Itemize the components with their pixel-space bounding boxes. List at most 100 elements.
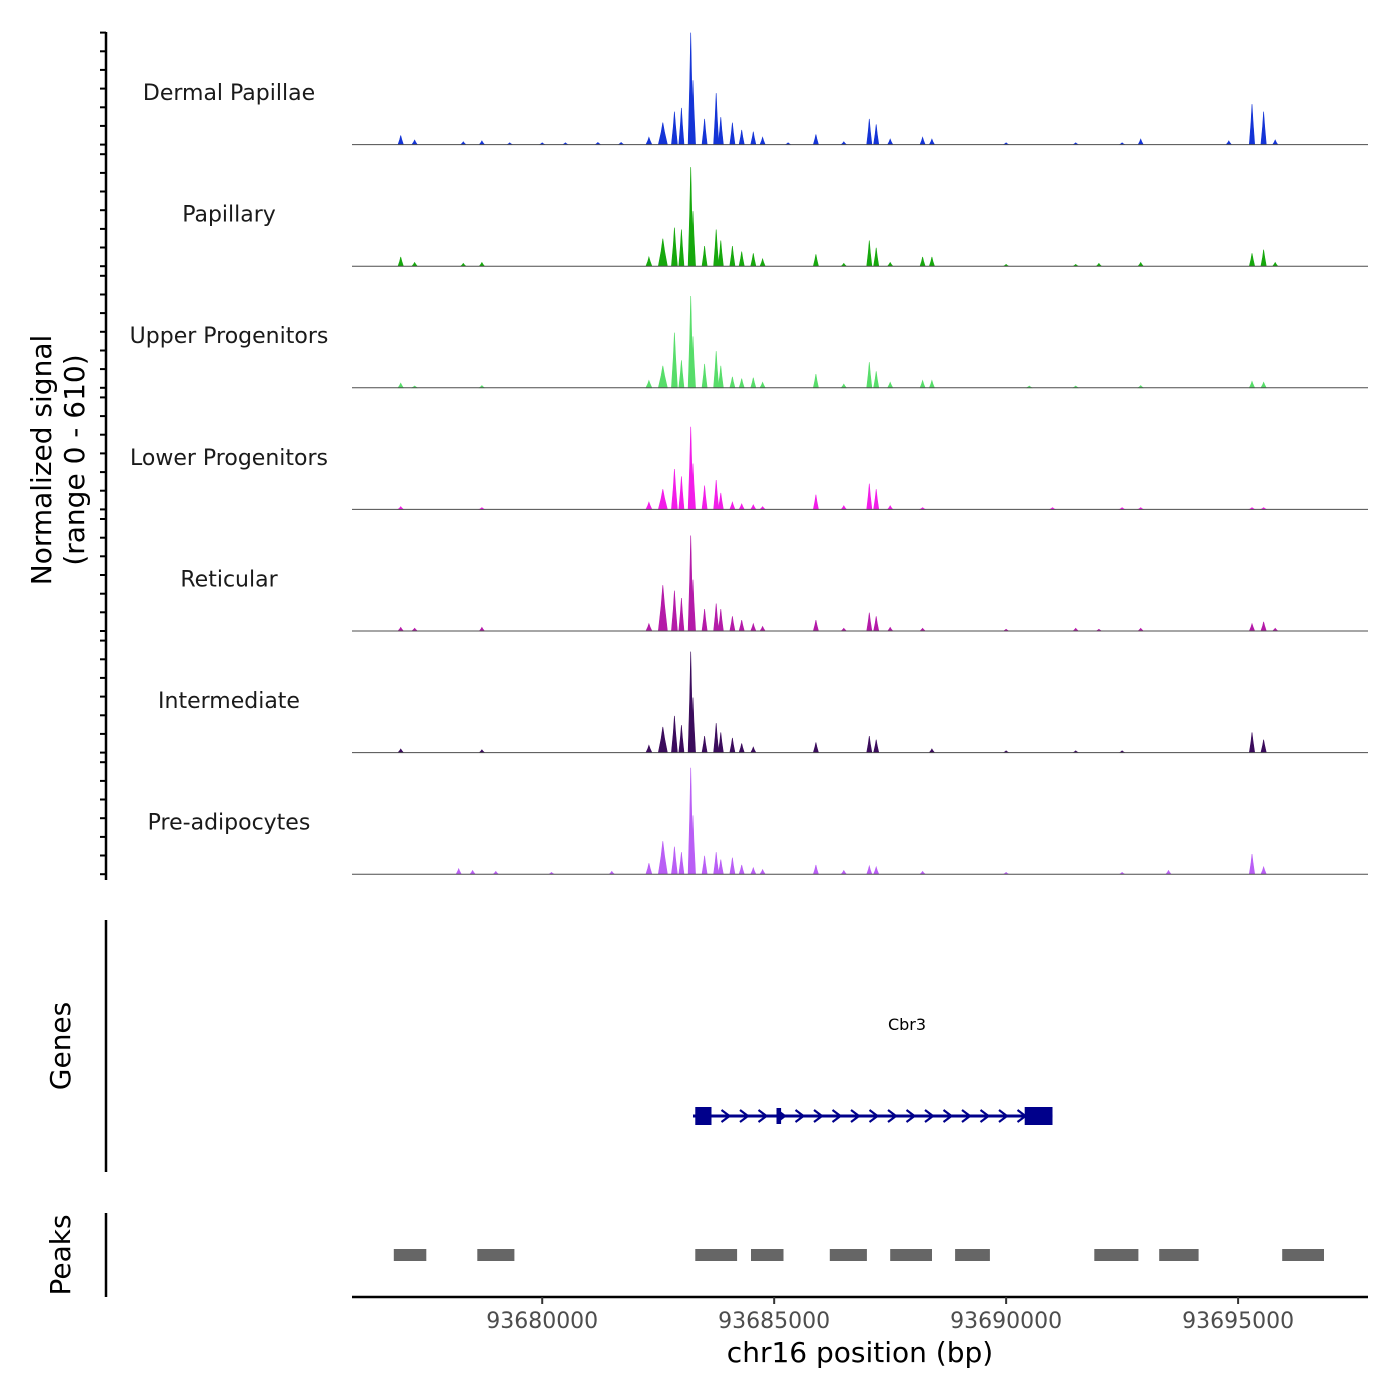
- coverage-tracks: Dermal Papillae Papillary Upper Progenitor…: [130, 32, 1368, 875]
- signal-peak: [678, 725, 685, 753]
- signal-peak: [738, 378, 745, 389]
- signal-peak: [717, 240, 724, 267]
- signal-peak: [397, 626, 405, 632]
- signal-peak: [1271, 261, 1279, 267]
- signal-peak: [866, 736, 873, 753]
- signal-peak: [1248, 853, 1256, 875]
- signal-peak: [701, 245, 708, 267]
- x-axis-title: chr16 position (bp): [727, 1336, 993, 1369]
- strand-arrow: [942, 1109, 954, 1123]
- peak-region: [890, 1249, 932, 1261]
- strand-arrow: [739, 1109, 750, 1123]
- signal-peak: [866, 362, 873, 389]
- track-label: Lower Progenitors: [130, 446, 328, 471]
- signal-peak: [840, 383, 848, 389]
- track-label: Pre-adipocytes: [148, 811, 311, 836]
- signal-peak: [812, 619, 819, 632]
- signal-peak: [1225, 140, 1233, 145]
- strand-arrow: [831, 1109, 843, 1123]
- signal-peak: [1260, 249, 1267, 267]
- signal-peak: [750, 131, 757, 145]
- signal-peak: [701, 118, 708, 145]
- signal-peak: [671, 227, 678, 267]
- signal-peak: [717, 859, 724, 875]
- signal-peak: [678, 107, 685, 145]
- y-axis-title-line2: (range 0 - 610): [58, 354, 91, 565]
- signal-peak: [657, 841, 668, 875]
- signal-peak: [866, 864, 873, 875]
- signal-peak: [812, 254, 819, 267]
- strand-arrow: [850, 1109, 861, 1123]
- peaks-track: Peaks: [44, 1213, 1324, 1297]
- signal-peak: [1260, 865, 1267, 875]
- signal-peak: [750, 504, 757, 510]
- signal-peak: [657, 585, 668, 632]
- signal-peak: [713, 852, 720, 875]
- signal-peak: [397, 256, 404, 267]
- strand-arrow: [757, 1109, 769, 1123]
- genes-track: Genes Cbr3: [44, 920, 1053, 1172]
- strand-arrow: [720, 1109, 732, 1123]
- signal-peak: [671, 332, 678, 389]
- signal-peak: [873, 371, 880, 389]
- peak-region: [829, 1249, 867, 1261]
- signal-peak: [729, 376, 736, 389]
- signal-peak: [1165, 869, 1172, 875]
- y-axis-title-line1: Normalized signal: [25, 335, 58, 586]
- signal-peak: [1272, 139, 1279, 145]
- signal-peak: [1260, 621, 1267, 632]
- signal-peak: [928, 256, 935, 267]
- signal-peak: [750, 746, 757, 753]
- signal-peak: [886, 261, 894, 267]
- signal-peak: [750, 253, 757, 267]
- strand-arrow: [887, 1109, 898, 1123]
- signal-peak: [469, 869, 476, 875]
- signal-peak: [478, 261, 486, 267]
- signal-peak: [671, 468, 678, 510]
- signal-peak: [397, 748, 405, 753]
- peak-region: [393, 1249, 427, 1261]
- signal-peak: [717, 732, 724, 753]
- peaks-track-label: Peaks: [44, 1214, 77, 1295]
- signal-peak: [873, 489, 880, 510]
- signal-peak: [928, 748, 936, 753]
- peak-region: [955, 1249, 990, 1261]
- strand-arrow: [813, 1109, 824, 1123]
- peak-region: [1159, 1249, 1199, 1261]
- genes-track-label: Genes: [44, 1002, 77, 1090]
- track-3: Lower Progenitors: [130, 426, 1368, 510]
- signal-peak: [701, 363, 708, 389]
- signal-peak: [713, 93, 720, 145]
- signal-peak: [645, 863, 653, 875]
- signal-peak: [678, 597, 685, 632]
- signal-peak: [717, 117, 724, 145]
- signal-peak: [928, 379, 935, 389]
- signal-peak: [678, 360, 685, 389]
- signal-peak: [645, 501, 653, 510]
- signal-peak: [645, 255, 653, 267]
- signal-peak: [873, 247, 880, 267]
- track-label: Papillary: [182, 203, 276, 228]
- signal-peak: [873, 616, 880, 632]
- signal-peak: [455, 867, 462, 875]
- peak-region: [1282, 1249, 1324, 1261]
- signal-peak: [1248, 622, 1256, 632]
- gene-exon: [695, 1107, 712, 1125]
- strand-arrow: [924, 1109, 935, 1123]
- signal-peak: [729, 737, 736, 753]
- x-axis: 93680000 93685000 93690000 93695000 chr16 p…: [352, 1295, 1368, 1369]
- gene-model: [692, 1107, 1053, 1125]
- signal-peak: [759, 381, 766, 389]
- signal-peak: [812, 494, 819, 510]
- signal-peak: [1137, 138, 1144, 145]
- signal-peak: [397, 135, 404, 145]
- signal-peak: [873, 739, 880, 753]
- signal-peak: [919, 136, 926, 145]
- signal-peak: [738, 129, 745, 145]
- signal-peak: [411, 261, 418, 267]
- signal-peak: [866, 118, 873, 145]
- signal-peak: [1248, 104, 1256, 145]
- signal-peak: [866, 612, 873, 632]
- signal-peak: [657, 238, 668, 267]
- signal-peak: [759, 136, 766, 145]
